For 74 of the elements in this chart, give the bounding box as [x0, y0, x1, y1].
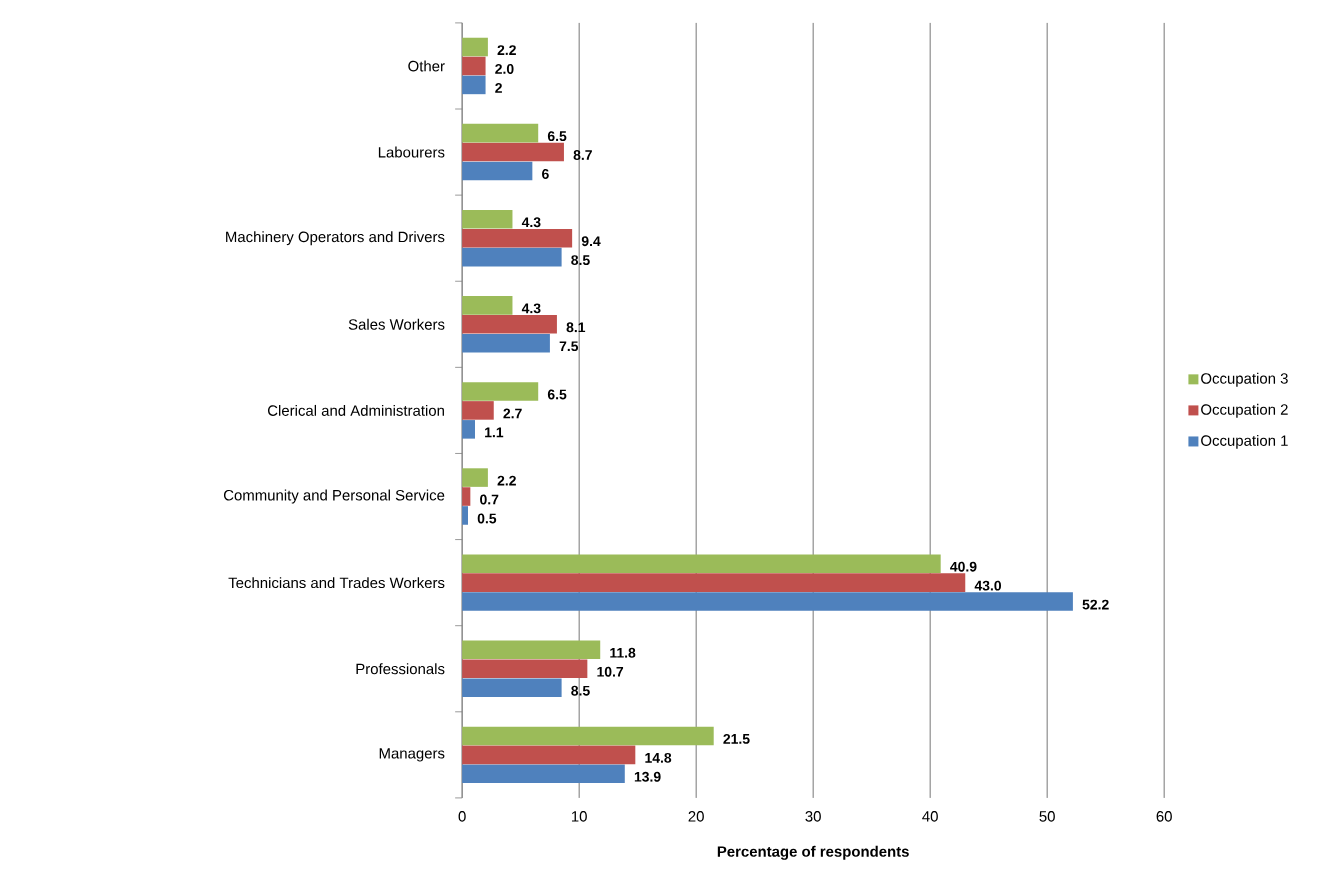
x-tick-label: 20	[688, 811, 704, 822]
data-label: 40.9	[950, 561, 977, 572]
y-tick-label: Community and Personal Service	[223, 489, 445, 504]
bar	[462, 726, 714, 746]
bar	[462, 56, 486, 76]
bar	[462, 764, 625, 784]
data-label: 2.2	[497, 475, 516, 486]
bar	[462, 420, 476, 439]
bar	[462, 228, 573, 248]
bar	[462, 37, 488, 57]
bar	[462, 296, 513, 315]
data-label: 21.5	[723, 733, 750, 744]
data-label: 1.1	[485, 427, 504, 438]
y-tick-label: Sales Workers	[348, 318, 445, 330]
data-label: 4.3	[521, 303, 541, 314]
data-label: 2	[495, 83, 502, 93]
data-label: 7.5	[559, 341, 579, 352]
data-label: 52.2	[1082, 599, 1109, 610]
data-label: 9.4	[581, 236, 601, 247]
data-label: 2.2	[497, 45, 516, 55]
bar	[462, 315, 557, 334]
bar	[462, 75, 486, 95]
x-axis-title: Percentage of respondents	[717, 845, 909, 860]
y-tick-label: Professionals	[356, 663, 445, 675]
bar	[462, 333, 550, 353]
bar	[462, 382, 539, 401]
y-tick-label: Technicians and Trades Workers	[228, 577, 445, 589]
bar	[462, 592, 1073, 611]
data-label: 10.7	[597, 666, 624, 677]
data-label: 0.7	[480, 494, 499, 505]
data-label: 6	[542, 169, 549, 179]
bar	[462, 209, 513, 229]
data-label: 8.5	[571, 685, 590, 696]
data-label: 6.5	[547, 131, 567, 142]
bar	[462, 678, 562, 697]
data-label: 8.1	[566, 322, 586, 333]
x-tick-label: 40	[922, 811, 938, 822]
y-tick-label: Clerical and Administration	[267, 404, 444, 416]
bar	[462, 142, 564, 162]
data-label: 13.9	[634, 771, 661, 782]
bar	[462, 161, 533, 181]
bar	[462, 247, 562, 267]
y-tick-label: Labourers	[378, 146, 445, 158]
data-label: 4.3	[521, 217, 541, 228]
data-label: 0.5	[477, 513, 497, 524]
bar	[462, 468, 488, 487]
data-label: 2.7	[503, 408, 522, 419]
bar	[462, 745, 636, 765]
y-tick-label: Machinery Operators and Drivers	[226, 231, 445, 246]
x-tick-label: 30	[805, 811, 821, 822]
x-tick-label: 60	[1156, 811, 1172, 822]
x-tick-label: 10	[571, 811, 587, 822]
bar	[462, 554, 941, 573]
legend-label: Occupation 1	[1201, 434, 1288, 449]
x-tick-label: 50	[1039, 811, 1055, 822]
bar	[462, 123, 539, 143]
bar	[462, 573, 966, 592]
x-tick-label: 0	[458, 811, 466, 822]
bar	[462, 659, 588, 679]
data-label: 43.0	[974, 580, 1002, 591]
legend-label: Occupation 3	[1201, 372, 1288, 387]
y-tick-label: Managers	[379, 748, 445, 762]
bar	[462, 506, 469, 525]
data-label: 6.5	[547, 389, 567, 400]
data-label: 11.8	[610, 647, 636, 658]
legend-label: Occupation 2	[1201, 403, 1288, 418]
bar	[462, 401, 494, 420]
data-label: 14.8	[645, 752, 672, 763]
y-tick-label: Other	[408, 60, 445, 72]
bar	[462, 487, 471, 506]
data-label: 8.5	[571, 255, 590, 266]
data-label: 8.7	[573, 150, 592, 161]
data-label: 2.0	[495, 64, 514, 74]
bar	[462, 640, 601, 660]
